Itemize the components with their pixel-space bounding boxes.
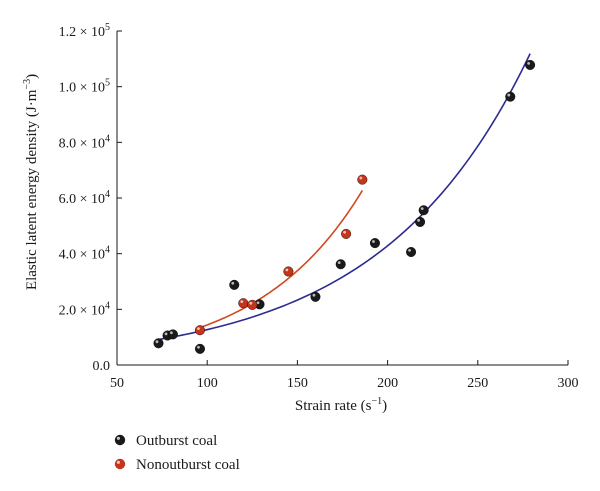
x-tick-label: 200 (377, 376, 398, 391)
y-axis-label: Elastic latent energy density (J·m−3) (22, 74, 40, 290)
data-point-outburst (415, 216, 426, 227)
y-tick-label: 6.0 × 104 (59, 189, 110, 207)
x-tick-label: 150 (287, 376, 308, 391)
data-point-outburst (369, 238, 380, 249)
y-tick-label: 4.0 × 104 (59, 245, 110, 263)
fit-curve-nonoutburst (199, 190, 364, 329)
data-point-nonoutburst (247, 299, 258, 310)
data-point-nonoutburst (283, 266, 294, 277)
legend-marker-outburst (114, 434, 126, 446)
fit-curves (158, 53, 531, 341)
x-tick-label: 300 (558, 376, 579, 391)
legend: Outburst coal Nonoutburst coal (114, 433, 240, 473)
x-tick-label: 100 (197, 376, 218, 391)
legend-marker-highlight (116, 460, 120, 464)
y-tick-label: 2.0 × 104 (59, 300, 110, 318)
legend-marker-nonoutburst (114, 458, 126, 470)
data-point-outburst (310, 291, 321, 302)
legend-label-outburst: Outburst coal (136, 433, 217, 449)
x-tick-label: 250 (467, 376, 488, 391)
y-tick-label: 8.0 × 104 (59, 133, 110, 151)
data-point-outburst (525, 59, 536, 70)
data-points (153, 59, 536, 354)
data-point-nonoutburst (238, 298, 249, 309)
data-point-outburst (505, 91, 516, 102)
y-tick-label: 1.0 × 105 (59, 78, 110, 96)
legend-label-nonoutburst: Nonoutburst coal (136, 457, 240, 473)
data-point-outburst (406, 246, 417, 257)
x-tick-label: 50 (110, 376, 124, 391)
data-point-outburst (418, 205, 429, 216)
legend-marker-highlight (116, 436, 120, 440)
data-point-nonoutburst (341, 228, 352, 239)
data-point-nonoutburst (357, 174, 368, 185)
y-axis-ticks: 0.0 2.0 × 104 4.0 × 104 6.0 × 104 8.0 × 104 1… (59, 22, 122, 374)
y-tick-label: 0.0 (93, 359, 111, 374)
legend-item-nonoutburst: Nonoutburst coal (114, 457, 240, 473)
y-tick-label: 1.2 × 105 (59, 22, 110, 40)
legend-item-outburst: Outburst coal (114, 433, 217, 449)
x-axis-label: Strain rate (s−1) (295, 396, 387, 414)
data-point-outburst (167, 329, 178, 340)
data-point-outburst (335, 259, 346, 270)
x-axis-ticks: 50 100 150 200 250 300 (110, 360, 579, 391)
axes (116, 31, 568, 366)
fit-curve-outburst (158, 53, 531, 341)
data-point-outburst (229, 279, 240, 290)
data-point-outburst (153, 338, 164, 349)
data-point-outburst (194, 343, 205, 354)
data-point-nonoutburst (194, 325, 205, 336)
